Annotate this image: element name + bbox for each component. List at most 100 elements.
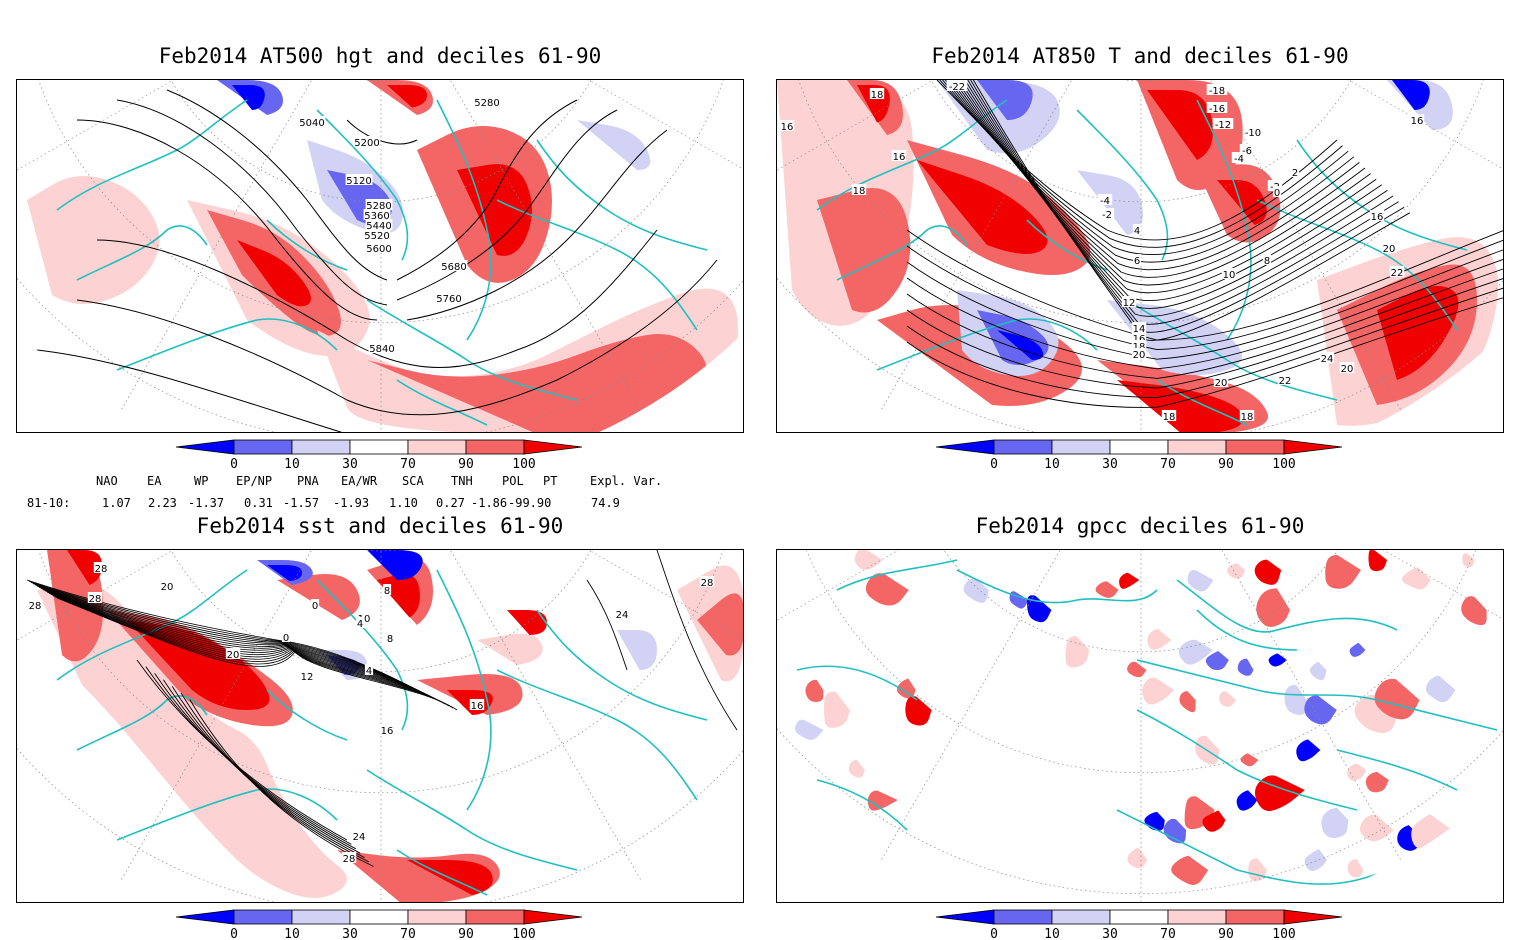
decile-area xyxy=(507,610,547,635)
colorbar-segment xyxy=(993,439,1053,455)
colorbar-sst: 0 10 30 70 90 100 xyxy=(175,909,583,940)
contour-label: 4 xyxy=(1134,226,1140,237)
colorbar-segment xyxy=(175,909,235,925)
decile-area xyxy=(1127,661,1147,678)
decile-area xyxy=(1365,771,1389,793)
decile-area xyxy=(1178,639,1213,665)
decile-area xyxy=(1425,675,1456,703)
contour-label-bg xyxy=(1097,194,1113,205)
decile-area xyxy=(1321,807,1349,838)
decile-area xyxy=(1107,300,1242,375)
longitude-gridline xyxy=(880,80,1142,411)
decile-area xyxy=(1119,572,1140,589)
coastline xyxy=(1126,299,1338,401)
contour-line xyxy=(28,580,402,683)
index-value-pna: -1.57 xyxy=(283,496,320,510)
contour-label-bg xyxy=(379,724,395,735)
contour-label-bg xyxy=(1212,118,1234,129)
contour-label-bg xyxy=(891,150,907,161)
contour-label-bg xyxy=(1262,254,1272,265)
contour-label: 18 xyxy=(853,186,866,197)
contour-label-bg xyxy=(1409,114,1425,125)
coastline xyxy=(1136,709,1358,811)
contour-label: 28 xyxy=(29,601,42,612)
contour-line xyxy=(656,550,738,731)
contour-label-bg xyxy=(27,599,43,610)
decile-area xyxy=(1187,569,1214,592)
contour-label: 28 xyxy=(343,854,356,865)
contour-label-bg xyxy=(345,174,373,185)
latitude-gridline xyxy=(1019,80,1263,82)
contour-label-bg xyxy=(614,608,630,619)
decile-area xyxy=(854,550,883,570)
index-value-ea: 2.23 xyxy=(148,496,177,510)
contour-label: 5520 xyxy=(364,231,389,242)
contour-line xyxy=(48,592,442,703)
colorbar-tick-label: 30 xyxy=(342,927,358,940)
contour-label: 24 xyxy=(616,610,629,621)
map-hemisphere: 18161618-22-18-16-12-10-6-4-202-2-446810… xyxy=(777,80,1503,432)
contour-label: 24 xyxy=(353,832,366,843)
contour-label: -16 xyxy=(1209,104,1225,115)
contour-label-bg xyxy=(368,342,396,353)
coastline xyxy=(836,559,958,591)
contour-line xyxy=(76,259,718,416)
decile-area xyxy=(1392,80,1430,110)
contour-line xyxy=(116,99,388,306)
contour-label: 28 xyxy=(95,564,108,575)
coastline xyxy=(1176,579,1398,633)
colorbar-tick-label: 100 xyxy=(512,927,535,940)
colorbar-tick-label: 30 xyxy=(1102,927,1118,940)
coastline xyxy=(836,225,968,281)
decile-area xyxy=(477,633,543,665)
contour-line xyxy=(586,579,628,671)
contour-label-bg xyxy=(1272,186,1282,197)
contour-label: -22 xyxy=(949,82,965,93)
contour-line xyxy=(906,296,1503,408)
coastline xyxy=(956,569,1158,604)
map-t850-svg: 18161618-22-18-16-12-10-6-4-202-2-446810… xyxy=(777,80,1503,432)
contour-label-bg xyxy=(363,229,391,240)
colorbar-tick-label: 70 xyxy=(400,457,416,470)
decile-area xyxy=(267,565,302,581)
decile-area xyxy=(387,85,427,108)
decile-area xyxy=(1411,814,1452,849)
coastline xyxy=(76,695,208,751)
panel-title-t850: Feb2014 AT850 T and deciles 61-90 xyxy=(931,44,1349,68)
contour-label: -10 xyxy=(1245,128,1261,139)
contour-line xyxy=(950,80,1366,278)
map-sst-svg: 28282820010048412201616242428288 xyxy=(17,550,743,902)
colorbar-segment xyxy=(175,439,235,455)
coastline xyxy=(436,569,492,811)
colorbar-tick-label: 0 xyxy=(990,457,998,470)
colorbar-segment xyxy=(465,439,525,455)
contour-label: 6 xyxy=(1134,256,1140,267)
contour-line xyxy=(54,596,454,709)
decile-area xyxy=(905,696,932,726)
contour-label-bg xyxy=(1206,84,1228,95)
contour-label: 16 xyxy=(1411,116,1424,127)
coastline xyxy=(536,609,708,721)
colorbar-gpcc: 0 10 30 70 90 100 xyxy=(935,909,1343,940)
decile-area xyxy=(824,691,850,728)
colorbar-segment xyxy=(935,909,995,925)
longitude-gridline xyxy=(880,550,1142,861)
colorbar-segment xyxy=(523,439,583,455)
coastline xyxy=(316,109,409,261)
index-value-sca: 1.10 xyxy=(389,496,418,510)
decile-area xyxy=(1027,595,1052,623)
decile-area xyxy=(1236,790,1258,811)
contour-label: 16 xyxy=(781,122,794,133)
decile-area xyxy=(1219,691,1237,707)
contour-line xyxy=(46,591,438,701)
contour-label: 18 xyxy=(871,90,884,101)
coastline xyxy=(1136,659,1498,731)
colorbar-tick-label: 10 xyxy=(1044,927,1060,940)
longitude-gridline xyxy=(120,550,382,881)
decile-area xyxy=(1237,658,1254,676)
colorbar-segment xyxy=(407,909,467,925)
contour-line xyxy=(52,595,450,707)
decile-area xyxy=(963,578,989,603)
decile-area xyxy=(1347,763,1367,781)
index-header-ea: EA xyxy=(147,474,162,488)
